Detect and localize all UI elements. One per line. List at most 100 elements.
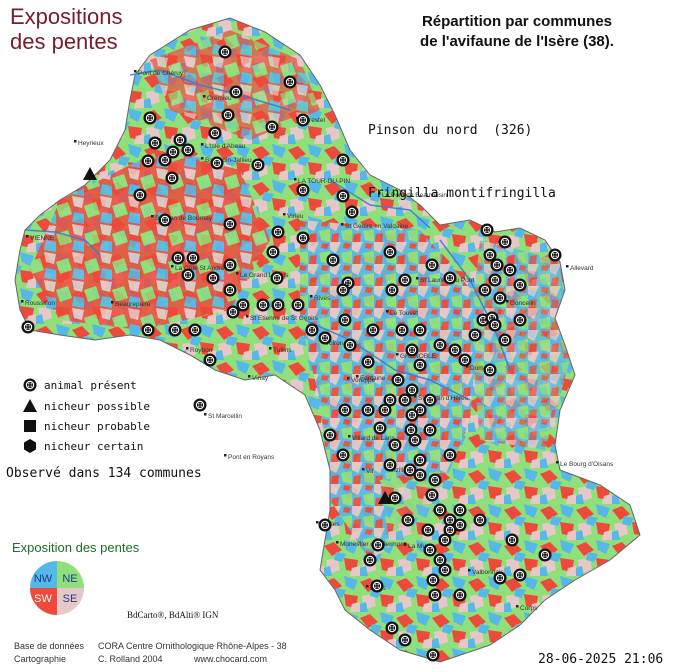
- present-marker: [186, 251, 200, 265]
- present-marker: [271, 298, 285, 312]
- present-marker: [421, 523, 435, 537]
- rivers: [24, 69, 511, 401]
- town-label: Pont en Royans: [228, 454, 275, 461]
- present-marker: [296, 231, 310, 245]
- distribution-title-line1: Répartition par communes: [421, 13, 613, 30]
- town-dot: [294, 178, 297, 181]
- compass-se: [57, 588, 84, 615]
- present-marker: [490, 258, 504, 272]
- present-marker: [413, 453, 427, 467]
- present-marker: [425, 258, 439, 272]
- present-marker: [366, 323, 380, 337]
- legend-probable-label: nicheur probable: [44, 419, 150, 433]
- present-marker: [448, 343, 462, 357]
- town-label: Vinay: [252, 375, 269, 382]
- legend-present-label: animal présent: [44, 378, 137, 392]
- town-dot: [556, 461, 559, 464]
- credit-db-label: Base de données: [14, 641, 85, 651]
- present-marker: [226, 305, 240, 319]
- present-marker: [385, 283, 399, 297]
- town-dot: [203, 95, 206, 98]
- map-title-line2: des pentes: [10, 29, 118, 54]
- present-marker: [438, 563, 452, 577]
- town-label: Voiron: [325, 340, 344, 347]
- compass-sw: [30, 588, 57, 615]
- town-label: La Mure: [408, 543, 432, 550]
- town-dot: [386, 310, 389, 313]
- present-marker: [433, 338, 447, 352]
- town-dot: [404, 543, 407, 546]
- present-marker: [480, 223, 494, 237]
- town-label: Roybon: [190, 347, 213, 354]
- town-label: Bourgoin-Jallieu: [205, 157, 252, 164]
- present-marker: [423, 393, 437, 407]
- town-label: Vizille: [390, 467, 407, 474]
- town-dot: [201, 143, 204, 146]
- present-marker: [296, 183, 310, 197]
- town-dot: [566, 265, 569, 268]
- town-label: GRENOBLE: [400, 353, 437, 360]
- present-marker: [413, 468, 427, 482]
- town-dot: [171, 265, 174, 268]
- compass-sw-label: SW: [34, 593, 52, 605]
- present-marker: [361, 403, 375, 417]
- town-dot: [134, 70, 137, 73]
- legend-possible-label: nicheur possible: [44, 399, 150, 413]
- present-marker: [488, 273, 502, 287]
- present-marker: [383, 458, 397, 472]
- credit-carto-label: Cartographie: [14, 654, 67, 664]
- present-marker: [443, 271, 457, 285]
- present-marker: [338, 403, 352, 417]
- present-marker: [401, 513, 415, 527]
- town-dot: [21, 300, 24, 303]
- present-marker: [423, 423, 437, 437]
- compass-ne-label: NE: [62, 573, 77, 585]
- present-marker: [425, 488, 439, 502]
- present-marker: [433, 503, 447, 517]
- town-label: Rives: [314, 295, 331, 302]
- present-marker: [229, 85, 243, 99]
- town-label: VIENNE: [30, 235, 55, 242]
- town-label: Voreppe: [351, 377, 376, 384]
- present-marker: [283, 75, 297, 89]
- present-marker: [373, 421, 387, 435]
- present-marker: [296, 113, 310, 127]
- legend-possible: nicheur possible: [22, 398, 150, 414]
- present-marker: [391, 373, 405, 387]
- present-marker: [206, 271, 220, 285]
- legend-certain-label: nicheur certain: [44, 439, 144, 453]
- present-marker: [383, 245, 397, 259]
- town-dot: [341, 223, 344, 226]
- town-dot: [378, 192, 381, 195]
- compass-se-label: SE: [63, 593, 78, 605]
- credits: Base de données CORA Centre Ornithologiqu…: [14, 640, 287, 666]
- species-block: Pinson du nord (326) Fringilla montifrin…: [368, 78, 556, 225]
- town-label: Goncelin: [510, 300, 536, 307]
- town-dot: [416, 277, 419, 280]
- town-label: Beaurepaire: [115, 301, 151, 308]
- town-dot: [310, 295, 313, 298]
- legend-certain: nicheur certain: [22, 438, 143, 454]
- exposition-title: Exposition des pentes: [12, 540, 140, 555]
- present-marker: [363, 553, 377, 567]
- town-label: Le Pont de Beauvoisin: [382, 192, 447, 199]
- species-common-name: Pinson du nord (326): [368, 123, 533, 138]
- town-label: St Geoire en Valdaine: [345, 223, 408, 230]
- observation-markers: [21, 45, 562, 662]
- town-label: Allevard: [570, 265, 594, 272]
- town-dot: [414, 395, 417, 398]
- present-marker: [188, 323, 202, 337]
- present-marker: [413, 358, 427, 372]
- town-label: St Jean de Bournay: [155, 215, 213, 222]
- present-marker: [208, 126, 222, 140]
- present-marker: [270, 271, 284, 285]
- town-labels: Pont de Chéruy Crémieu Morestel L'Isle d'Ab…: [21, 70, 614, 612]
- legend-present: animal présent: [22, 377, 137, 393]
- town-dot: [283, 213, 286, 216]
- town-dot: [347, 377, 350, 380]
- town-dot: [466, 365, 469, 368]
- present-marker: [513, 568, 527, 582]
- credit-db-value: CORA Centre Ornithologique Rhône-Alpes -…: [98, 641, 287, 651]
- present-marker: [158, 153, 172, 167]
- present-marker: [503, 263, 517, 277]
